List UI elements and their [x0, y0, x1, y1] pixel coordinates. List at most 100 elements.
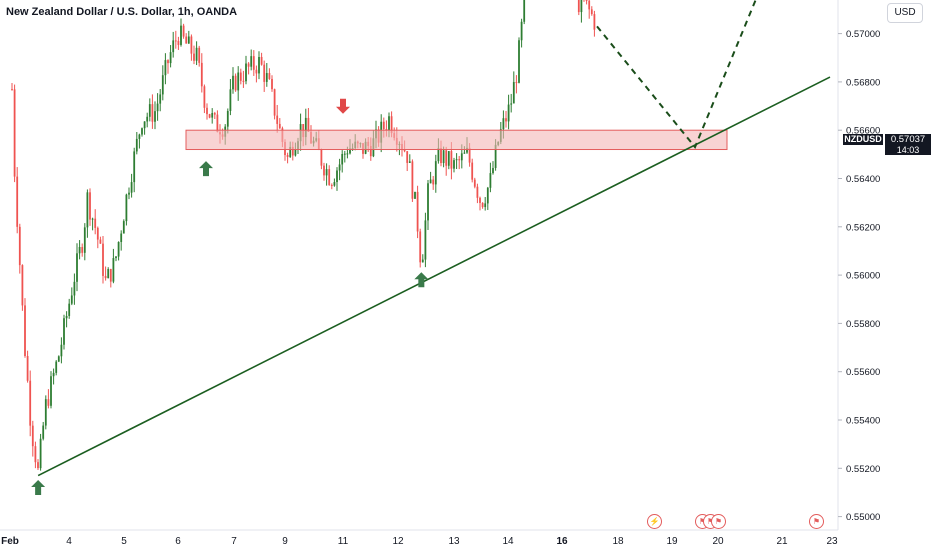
candle-body [494, 144, 497, 169]
candle-body [593, 14, 596, 30]
candle-body [250, 56, 253, 67]
candle-body [44, 399, 47, 426]
currency-button[interactable]: USD [887, 3, 923, 23]
up-arrow-icon [199, 161, 213, 177]
y-tick-label: 0.55200 [846, 464, 880, 475]
candle-body [133, 151, 136, 183]
candle-body [83, 227, 86, 253]
candle-body [26, 355, 29, 381]
y-tick-label: 0.56400 [846, 174, 880, 185]
candle-body [510, 103, 513, 105]
candle-body [330, 184, 333, 186]
y-tick-label: 0.56600 [846, 126, 880, 137]
candle-body [29, 380, 32, 426]
candle-body [229, 89, 232, 111]
candle-body [424, 220, 427, 260]
flag-icon[interactable]: ⚑ [711, 514, 726, 529]
candle-body [190, 36, 193, 54]
last-price-value: 0.57037 [885, 134, 931, 145]
candle-body [286, 155, 289, 157]
candle-body [247, 63, 250, 67]
candle-body [172, 40, 175, 53]
x-tick-label: 16 [556, 536, 568, 547]
candle-body [291, 146, 294, 156]
candle-body [226, 110, 229, 127]
y-tick-label: 0.55600 [846, 367, 880, 378]
candle-body [200, 62, 203, 87]
candle-body [96, 227, 99, 240]
down-arrow-icon [336, 98, 350, 114]
candle-body [138, 134, 141, 139]
x-tick-label: 9 [282, 536, 288, 547]
candle-body [156, 103, 159, 112]
candle-body [169, 52, 172, 64]
candle-body [187, 36, 190, 44]
flag-icon[interactable]: ⚑ [809, 514, 824, 529]
y-tick-label: 0.55000 [846, 512, 880, 523]
candle-body [211, 113, 214, 118]
candle-body [328, 169, 331, 185]
candle-body [81, 247, 84, 253]
candle-body [21, 265, 24, 306]
x-tick-label: 5 [121, 536, 127, 547]
candle-body [445, 150, 448, 166]
x-tick-label: 20 [712, 536, 724, 547]
candle-body [237, 72, 240, 91]
candle-body [388, 116, 390, 131]
candle-body [146, 116, 149, 122]
candle-body [463, 152, 466, 154]
candle-body [148, 104, 151, 117]
candle-body [289, 146, 292, 157]
x-tick-label: 18 [612, 536, 624, 547]
candle-body [31, 425, 34, 447]
x-tick-label: 23 [826, 536, 838, 547]
x-tick-label: 21 [776, 536, 788, 547]
candle-body [390, 116, 393, 134]
candle-body [39, 438, 42, 469]
lightning-icon[interactable]: ⚡ [647, 514, 662, 529]
candle-body [460, 153, 463, 161]
candle-body [273, 89, 276, 116]
candle-body [68, 303, 71, 316]
x-tick-label: 14 [502, 536, 514, 547]
chart-title: New Zealand Dollar / U.S. Dollar, 1h, OA… [6, 6, 238, 18]
x-tick-label: 7 [231, 536, 237, 547]
candle-body [52, 372, 55, 377]
candle-body [99, 239, 102, 244]
candle-body [182, 25, 185, 37]
candle-body [76, 253, 78, 282]
candle-body [120, 233, 123, 243]
candle-body [341, 153, 344, 165]
candle-body [585, 0, 588, 1]
last-price-label: NZDUSD 0.57037 14:03 [843, 134, 931, 156]
candle-body [63, 318, 65, 345]
candle-body [421, 259, 424, 263]
up-arrow-icon [414, 272, 429, 288]
candle-body [104, 275, 107, 279]
candle-body [125, 194, 128, 222]
candle-body [180, 25, 182, 45]
candle-body [89, 192, 91, 220]
candle-body [55, 361, 58, 373]
candle-body [213, 113, 216, 115]
candle-body [268, 73, 271, 79]
candle-body [50, 376, 52, 406]
candle-body [60, 344, 63, 357]
x-tick-label: 13 [448, 536, 460, 547]
y-tick-label: 0.57000 [846, 29, 880, 40]
support-zone [185, 129, 728, 151]
candle-body [258, 56, 260, 74]
candle-body [320, 149, 323, 166]
candle-body [42, 425, 45, 439]
candle-body [255, 69, 258, 74]
candle-body [408, 161, 411, 163]
candle-body [338, 164, 341, 171]
candle-body [13, 89, 16, 177]
candle-body [117, 242, 120, 257]
candle-body [159, 94, 162, 104]
candle-body [239, 72, 242, 81]
candle-body [411, 161, 414, 199]
candle-body [427, 183, 429, 221]
candle-body [346, 153, 349, 155]
